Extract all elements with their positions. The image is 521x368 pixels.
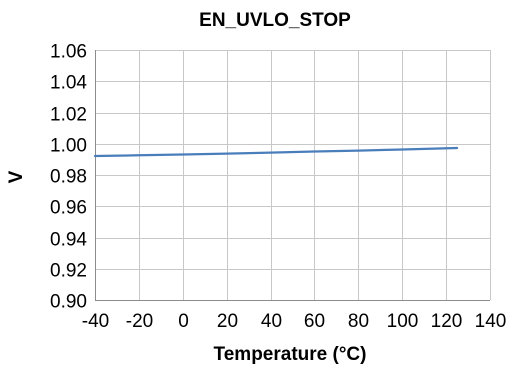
- chart-title: EN_UVLO_STOP: [199, 10, 351, 31]
- x-tick-label: -20: [126, 311, 153, 332]
- y-tick-label: 0.92: [50, 261, 87, 282]
- grid: [95, 50, 491, 300]
- x-tick-label: 140: [475, 311, 507, 332]
- x-tick-label: -40: [82, 311, 109, 332]
- x-tick-labels: -40 -20 0 20 40 60 80 100 120 140: [82, 311, 507, 332]
- axes: [95, 50, 490, 301]
- y-tick-label: 1.04: [50, 73, 87, 94]
- y-tick-label: 0.90: [50, 292, 87, 313]
- y-tick-label: 1.00: [50, 136, 87, 157]
- x-tick-label: 120: [431, 311, 463, 332]
- x-tick-label: 40: [261, 311, 282, 332]
- y-tick-label: 0.94: [50, 230, 87, 251]
- series-layer: [93, 146, 459, 158]
- y-tick-label: 1.06: [50, 42, 87, 63]
- y-tick-labels: 0.90 0.92 0.94 0.96 0.98 1.00 1.02 1.04 1.06: [50, 42, 87, 313]
- x-tick-label: 60: [304, 311, 325, 332]
- x-tick-label: 80: [348, 311, 369, 332]
- x-tick-label: 20: [217, 311, 238, 332]
- x-tick-label: 0: [178, 311, 189, 332]
- y-axis-label: V: [6, 170, 27, 183]
- x-tick-label: 100: [387, 311, 419, 332]
- y-tick-label: 0.98: [50, 167, 87, 188]
- y-tick-label: 1.02: [50, 105, 87, 126]
- x-axis-label: Temperature (°C): [214, 344, 367, 365]
- y-tick-label: 0.96: [50, 198, 87, 219]
- series-line: [93, 146, 459, 158]
